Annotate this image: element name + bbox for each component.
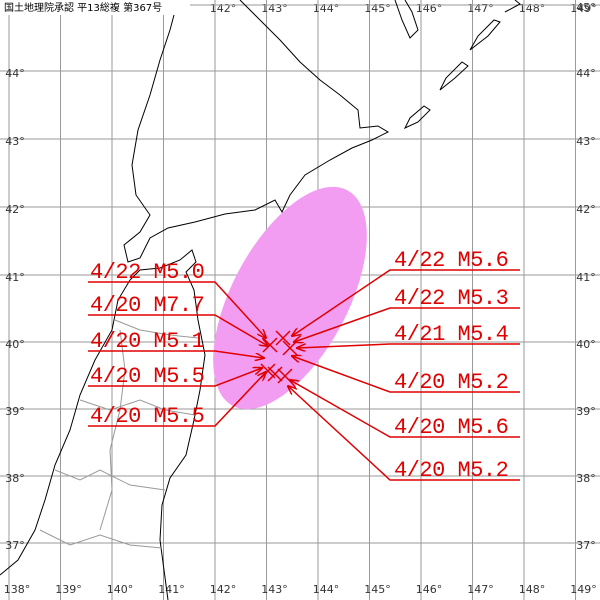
lat-label: 44° [5, 67, 25, 80]
event-label: 4/20 M5.2 [394, 458, 508, 483]
event-label: 4/22 M5.0 [90, 260, 204, 285]
lon-label: 145° [364, 2, 391, 15]
leader [88, 372, 266, 427]
lon-label: 144° [313, 2, 340, 15]
lon-label: 142° [210, 583, 237, 596]
lon-label: 143° [261, 583, 288, 596]
lat-label: 38° [576, 472, 596, 485]
lon-label: 143° [261, 2, 288, 15]
leader [88, 350, 264, 358]
lon-label: 149° [570, 583, 597, 596]
event-label: 4/22 M5.3 [394, 286, 508, 311]
leader [292, 269, 520, 336]
lat-label: 40° [5, 338, 25, 351]
event-label: 4/22 M5.6 [394, 248, 508, 273]
event-label: 4/20 M7.7 [90, 293, 204, 318]
leader [88, 314, 268, 346]
lat-label: 39° [576, 405, 596, 418]
leader [290, 380, 520, 438]
lon-label: 142° [210, 2, 237, 15]
lat-label: 42° [576, 203, 596, 216]
coastline [0, 0, 521, 600]
event-labels: 4/22 M5.0 4/20 M7.7 4/20 M5.1 4/20 M5.5 4/20… [88, 248, 520, 483]
lat-label: 42° [5, 203, 25, 216]
event-label: 4/21 M5.4 [394, 322, 509, 347]
leader [88, 281, 266, 338]
lat-label: 40° [576, 338, 596, 351]
credit: 国土地理院承認 平13総複 第367号 [4, 1, 162, 14]
lat-label: 39° [5, 405, 25, 418]
event-label: 4/20 M5.5 [90, 364, 204, 389]
event-label: 4/20 M5.2 [394, 370, 508, 395]
lon-label: 139° [55, 583, 82, 596]
lat-label: 41° [576, 271, 596, 284]
lat-label: 43° [5, 135, 25, 148]
lon-label: 148° [519, 583, 546, 596]
lon-label: 138° [4, 583, 31, 596]
lon-label: 145° [364, 583, 391, 596]
lon-label: 146° [416, 583, 443, 596]
lon-label: 144° [313, 583, 340, 596]
lat-label: 37° [576, 539, 596, 552]
lat-label: 37° [5, 539, 25, 552]
prefecture-borders [39, 319, 199, 549]
leader [294, 307, 520, 342]
event-label: 4/20 M5.1 [90, 329, 205, 354]
lat-label: 38° [5, 472, 25, 485]
event-label: 4/20 M5.5 [90, 404, 204, 429]
event-label: 4/20 M5.6 [394, 415, 508, 440]
lat-label: 43° [576, 135, 596, 148]
lat-label: 44° [576, 67, 596, 80]
lat-label: 45° [576, 1, 596, 14]
lon-label: 140° [107, 583, 134, 596]
credit-bg [0, 0, 190, 15]
leader [292, 356, 520, 393]
lat-label: 41° [5, 271, 25, 284]
leader [297, 343, 520, 348]
leader [88, 368, 262, 387]
leader [288, 386, 520, 481]
lon-label: 147° [467, 2, 494, 15]
lon-label: 141° [158, 583, 185, 596]
lon-label: 146° [416, 2, 443, 15]
aftershock-area [213, 186, 367, 410]
lon-label: 147° [467, 583, 494, 596]
lon-label: 148° [519, 2, 546, 15]
